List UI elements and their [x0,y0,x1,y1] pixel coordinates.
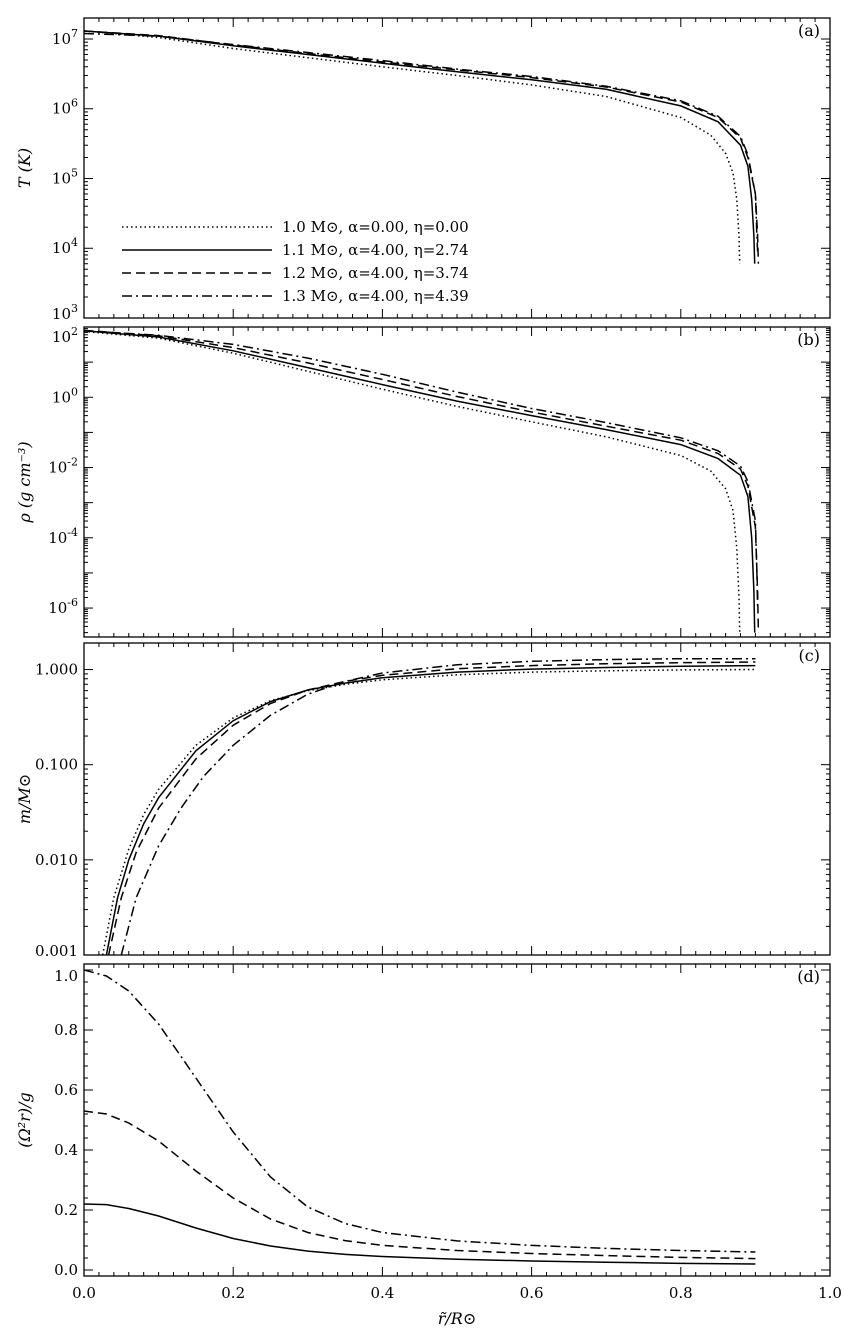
series-line-dashed [84,329,760,633]
x-tick-label: 0.8 [669,1284,693,1302]
x-tick-label: 0.4 [370,1284,394,1302]
panel-label: (b) [797,330,820,349]
x-axis-label: r̃/R⊙ [438,1309,477,1328]
legend: 1.0 M⊙, α=0.00, η=0.00 1.1 M⊙, α=4.00, η=… [122,218,469,305]
series-line-dotted [84,330,741,633]
y-tick-label: 0.4 [54,1141,78,1159]
panel-d: 0.0 0.2 0.4 0.6 0.8 1.0 (d) (Ω²r)/g 0.0 0.2 0.4 0.6… [15,963,842,1328]
y-tick-label: 0.0 [54,1261,78,1279]
panel-a: 103 104 105 106 107 (a) T (K) 1.0 M⊙, α=0.00, η… [15,17,831,323]
series-line-dashdot [84,32,759,252]
series-line-solid [105,664,756,955]
y-tick-label: 0.001 [35,942,78,960]
y-axis-label: ρ (g cm⁻³) [15,441,34,523]
series-line-dashdot [120,657,756,955]
y-tick-label: 0.100 [35,756,78,774]
series-line-solid [84,330,756,633]
panel-b: 10-6 10-4 10-2 100 102 (b) ρ (g cm⁻³) [15,325,831,638]
x-tick-label: 0.6 [520,1284,544,1302]
y-tick-label: 0.010 [35,851,78,869]
y-axis-label: m/M⊙ [15,774,34,824]
y-tick-label: 0.6 [54,1081,78,1099]
y-axis-label: T (K) [15,148,34,188]
x-tick-label: 0.2 [221,1284,245,1302]
y-tick-label: 10-4 [48,526,78,547]
series-line-dotted [101,668,756,955]
y-tick-label: 103 [52,302,78,323]
series-line-dashdot [84,969,756,1253]
series-line-solid [84,30,756,264]
panel-c: 0.001 0.010 0.100 1.000 (c) m/M⊙ [15,642,831,960]
y-tick-label: 105 [52,166,78,187]
y-tick-label: 0.2 [54,1201,78,1219]
y-tick-label: 100 [52,385,78,406]
y-tick-label: 104 [52,236,78,257]
y-tick-label: 0.8 [54,1021,78,1039]
legend-entry: 1.2 M⊙, α=4.00, η=3.74 [282,264,469,282]
series-line-dashed [84,1110,756,1260]
plot-frame [83,326,831,638]
y-tick-label: 106 [52,97,78,118]
plot-frame [83,642,831,956]
y-tick-label: 107 [52,27,78,48]
series-line-dashed [107,661,756,955]
y-tick-label: 102 [52,325,78,346]
x-tick-label: 1.0 [818,1284,842,1302]
y-tick-label: 10-6 [48,596,78,617]
series-line-solid [84,1203,756,1265]
plot-frame [83,963,831,1277]
x-tick-label: 0.0 [72,1284,96,1302]
y-tick-label: 10-2 [48,456,78,477]
y-tick-label: 1.0 [54,967,78,985]
panel-label: (a) [798,21,820,40]
y-axis-label: (Ω²r)/g [15,1092,34,1147]
panel-label: (c) [799,646,820,665]
series-line-dashdot [84,330,759,609]
legend-entry: 1.3 M⊙, α=4.00, η=4.39 [282,287,469,305]
y-tick-label: 1.000 [35,661,78,679]
legend-entry: 1.1 M⊙, α=4.00, η=2.74 [282,241,469,259]
legend-entry: 1.0 M⊙, α=0.00, η=0.00 [282,218,469,236]
panel-label: (d) [797,967,820,986]
